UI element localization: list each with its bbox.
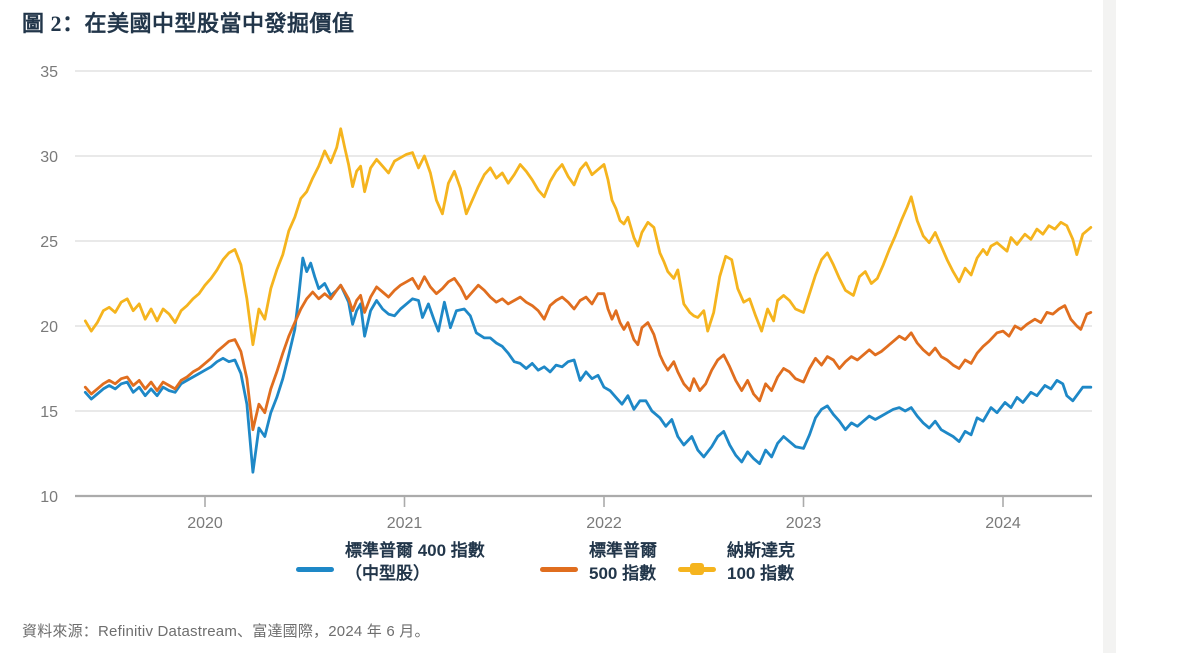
y-tick-label: 10 — [40, 489, 58, 506]
series-line-sp500 — [83, 275, 1093, 432]
y-axis: 10 15 20 25 30 35 — [40, 64, 58, 506]
sp500-line-swatch — [540, 539, 578, 587]
series-line-sp400-midcap — [83, 256, 1093, 474]
legend-label-sp500-line1: 標準普爾 — [589, 541, 657, 560]
nasdaq100-legend-marker-icon — [690, 563, 704, 575]
x-tick-label: 2021 — [387, 515, 423, 532]
page-edge-shadow — [1103, 0, 1116, 653]
legend-label-sp500: 標準普爾 500 指數 — [589, 539, 657, 585]
gridlines — [75, 70, 1092, 412]
sp500-legend-line-icon — [540, 567, 578, 572]
y-tick-label: 15 — [40, 404, 58, 421]
nasdaq100-line-swatch — [678, 539, 716, 587]
legend-label-nasdaq100-line1: 納斯達克 — [727, 541, 795, 560]
page-title: 圖 2：在美國中型股當中發掘價值 — [22, 11, 355, 36]
legend-label-sp500-line2: 500 指數 — [589, 564, 657, 583]
y-tick-label: 25 — [40, 234, 58, 251]
legend-label-sp400: 標準普爾 400 指數 （中型股） — [345, 539, 485, 585]
series-line-nasdaq100 — [83, 127, 1093, 347]
x-axis: 2020 2021 2022 2023 2024 — [75, 494, 1092, 532]
x-tick-label: 2020 — [187, 515, 223, 532]
legend-label-sp400-line2: （中型股） — [345, 564, 430, 583]
y-tick-label: 20 — [40, 319, 58, 336]
x-tick-label: 2024 — [985, 515, 1021, 532]
x-tick-label: 2023 — [786, 515, 822, 532]
legend-item-sp500: 標準普爾 500 指數 — [540, 539, 657, 587]
y-tick-label: 35 — [40, 64, 58, 81]
legend-label-nasdaq100-line2: 100 指數 — [727, 564, 795, 583]
sp400-legend-line-icon — [296, 567, 334, 572]
legend-item-sp400: 標準普爾 400 指數 （中型股） — [296, 539, 485, 587]
source-note: 資料來源：Refinitiv Datastream、富達國際，2024 年 6 … — [22, 623, 430, 640]
legend-label-nasdaq100: 納斯達克 100 指數 — [727, 539, 795, 585]
sp400-line-swatch — [296, 539, 334, 587]
y-tick-label: 30 — [40, 149, 58, 166]
legend-item-nasdaq100: 納斯達克 100 指數 — [678, 539, 795, 587]
x-tick-label: 2022 — [586, 515, 622, 532]
legend-label-sp400-line1: 標準普爾 400 指數 — [345, 541, 485, 560]
chart-legend: 標準普爾 400 指數 （中型股） 標準普爾 500 指數 納斯達克 100 指… — [0, 539, 1181, 601]
